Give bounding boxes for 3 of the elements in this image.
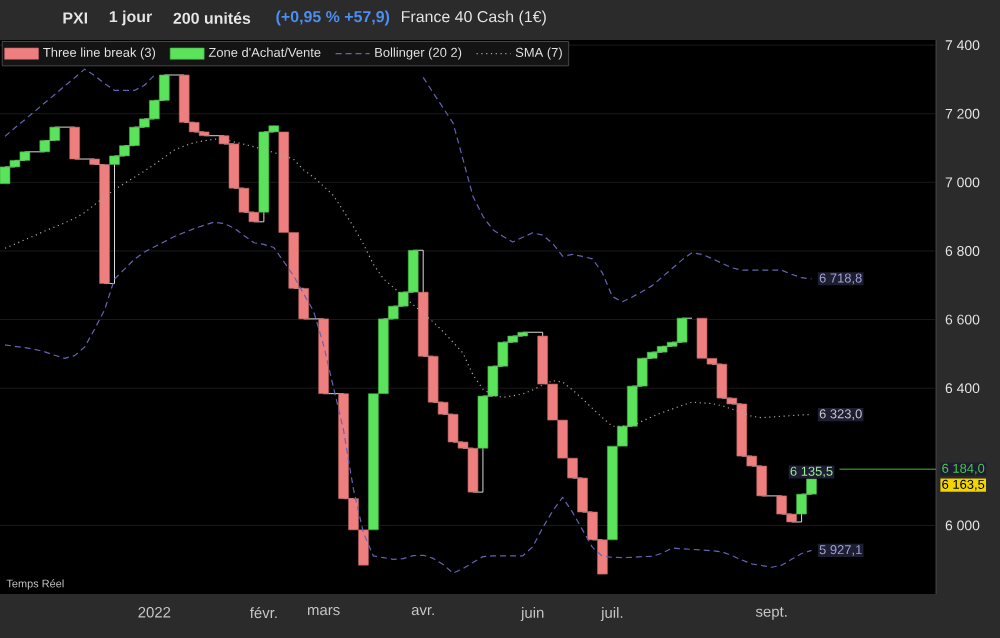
bar bbox=[318, 318, 329, 394]
bar bbox=[69, 126, 80, 160]
line-series bbox=[4, 138, 813, 427]
